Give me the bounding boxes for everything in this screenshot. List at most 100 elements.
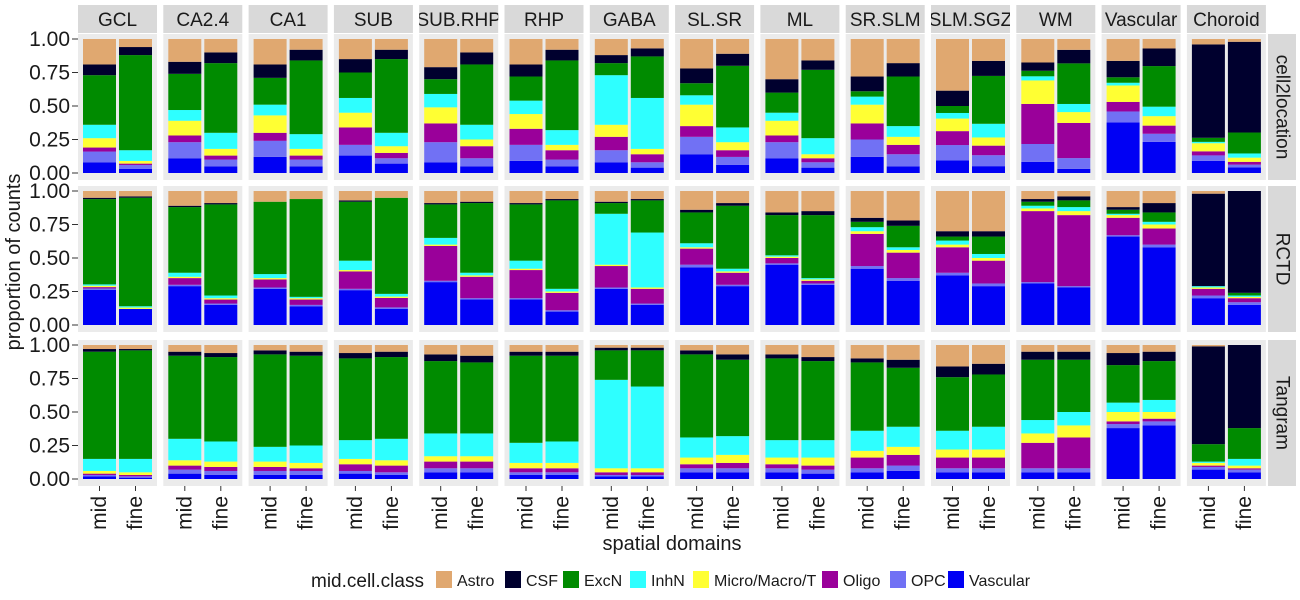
bar-segment-excn-rctd-ca1-mid — [253, 201, 287, 275]
bar-segment-micro-macro-t-cell2location-sub-mid — [338, 112, 372, 128]
bar-segment-csf-rctd-gcl-mid — [83, 197, 116, 200]
bar-segment-inhn-cell2location-wm-fine — [1057, 103, 1091, 113]
bar-segment-csf-cell2location-sr-slm-mid — [850, 76, 884, 92]
bar-segment-astro-cell2location-ml-mid — [765, 39, 799, 80]
bar-segment-micro-macro-t-rctd-ml-mid — [765, 256, 799, 258]
bar-segment-csf-cell2location-ca1-fine — [289, 49, 323, 61]
bar-segment-micro-macro-t-tangram-sr-slm-fine — [886, 446, 920, 455]
bar-segment-micro-macro-t-rctd-ca1-fine — [289, 298, 323, 300]
bar-segment-oligo-cell2location-gcl-fine — [119, 163, 152, 165]
bar-segment-inhn-cell2location-gcl-fine — [119, 150, 152, 161]
bar-segment-astro-rctd-gaba-mid — [594, 191, 628, 202]
legend-key-astro — [436, 571, 452, 588]
bar-segment-astro-rctd-sl-sr-mid — [680, 191, 714, 210]
bar-segment-oligo-cell2location-gaba-fine — [630, 154, 664, 163]
bar-segment-vascular-tangram-sub-fine — [374, 474, 408, 479]
strip-wm — [1016, 5, 1096, 33]
bar-segment-excn-rctd-rhp-mid — [509, 204, 543, 261]
bar-segment-oligo-rctd-vascular-mid — [1106, 217, 1140, 236]
bar-segment-opc-cell2location-slm-sgz-mid — [936, 145, 969, 161]
bar-segment-inhn-tangram-sl-sr-fine — [716, 436, 750, 455]
bar-segment-csf-cell2location-sub-fine — [374, 49, 408, 60]
bar-segment-astro-cell2location-sr-slm-fine — [886, 39, 920, 64]
bar-segment-astro-cell2location-sub-fine — [374, 39, 408, 50]
bar-segment-oligo-cell2location-choroid-fine — [1227, 161, 1261, 165]
bar-segment-excn-rctd-sub-fine — [374, 197, 408, 294]
bar-segment-oligo-rctd-choroid-fine — [1227, 298, 1261, 303]
bar-segment-vascular-rctd-wm-fine — [1057, 287, 1091, 325]
bar-segment-inhn-cell2location-sub-mid — [338, 97, 372, 113]
bar-segment-oligo-tangram-sr-slm-mid — [850, 457, 884, 469]
y-tick-label: 0.25 — [29, 129, 70, 152]
bar-segment-inhn-cell2location-gaba-mid — [594, 75, 628, 125]
bar-segment-excn-cell2location-ca2-4-mid — [168, 73, 202, 111]
bar-segment-oligo-rctd-slm-sgz-fine — [972, 260, 1005, 284]
bar-segment-excn-rctd-gaba-fine — [630, 200, 664, 233]
bar-segment-csf-cell2location-choroid-mid — [1191, 44, 1225, 138]
bar-segment-inhn-tangram-vascular-mid — [1106, 402, 1140, 412]
bar-segment-oligo-cell2location-ca1-fine — [289, 155, 323, 160]
bar-segment-inhn-tangram-slm-sgz-mid — [936, 430, 969, 450]
bar-segment-vascular-rctd-choroid-fine — [1227, 304, 1261, 325]
bar-segment-inhn-rctd-choroid-mid — [1191, 286, 1225, 288]
bar-segment-astro-tangram-ca2-4-fine — [204, 345, 238, 354]
bar-segment-excn-tangram-sub-fine — [374, 357, 408, 439]
bar-segment-oligo-tangram-wm-fine — [1057, 437, 1091, 469]
bar-segment-micro-macro-t-rctd-wm-fine — [1057, 211, 1091, 216]
bar-segment-vascular-tangram-sub-rhp-mid — [424, 472, 458, 479]
bar-segment-csf-tangram-ca1-fine — [289, 351, 323, 356]
bar-segment-micro-macro-t-cell2location-ca2-4-mid — [168, 120, 202, 136]
bar-segment-csf-tangram-wm-fine — [1057, 351, 1091, 360]
bar-segment-astro-tangram-slm-sgz-mid — [936, 345, 969, 367]
bar-segment-excn-rctd-ca1-fine — [289, 199, 323, 297]
bar-segment-micro-macro-t-cell2location-gcl-mid — [83, 138, 116, 148]
bar-segment-opc-cell2location-gaba-mid — [594, 150, 628, 163]
bar-segment-vascular-rctd-ml-fine — [801, 284, 835, 325]
bar-segment-inhn-tangram-wm-fine — [1057, 412, 1091, 426]
bar-segment-micro-macro-t-rctd-sub-rhp-mid — [424, 244, 458, 246]
bar-segment-oligo-rctd-sl-sr-fine — [716, 272, 750, 285]
bar-segment-vascular-cell2location-gcl-fine — [119, 168, 152, 173]
bar-segment-excn-cell2location-vascular-mid — [1106, 77, 1140, 83]
bar-segment-astro-tangram-gaba-fine — [630, 345, 664, 348]
bar-segment-excn-tangram-vascular-mid — [1106, 365, 1140, 403]
bar-segment-micro-macro-t-tangram-gcl-mid — [83, 470, 116, 474]
bar-segment-vascular-rctd-ml-mid — [765, 264, 799, 325]
bar-segment-vascular-rctd-sub-rhp-fine — [460, 299, 494, 325]
bar-segment-csf-rctd-gcl-fine — [119, 196, 152, 198]
bar-segment-inhn-rctd-vascular-mid — [1106, 213, 1140, 216]
bar-segment-csf-rctd-rhp-fine — [545, 199, 579, 201]
bar-segment-excn-tangram-ca1-mid — [253, 354, 287, 447]
bar-segment-micro-macro-t-tangram-sub-mid — [338, 458, 372, 465]
bar-segment-inhn-rctd-choroid-fine — [1227, 295, 1261, 297]
x-tick-label: fine — [977, 496, 1000, 530]
bar-segment-opc-rctd-vascular-fine — [1142, 244, 1176, 248]
bar-segment-vascular-cell2location-sl-sr-fine — [716, 164, 750, 173]
bar-segment-opc-rctd-sl-sr-fine — [716, 284, 750, 287]
bar-segment-vascular-rctd-sl-sr-mid — [680, 267, 714, 325]
bar-segment-opc-rctd-wm-fine — [1057, 286, 1091, 288]
bar-segment-astro-cell2location-vascular-mid — [1106, 39, 1140, 61]
bar-segment-oligo-cell2location-vascular-fine — [1142, 125, 1176, 134]
bar-segment-csf-rctd-wm-mid — [1021, 199, 1055, 202]
bar-segment-micro-macro-t-cell2location-ml-fine — [801, 154, 835, 159]
bar-segment-csf-cell2location-gaba-fine — [630, 48, 664, 57]
bar-segment-vascular-rctd-gaba-fine — [630, 304, 664, 325]
bar-segment-excn-rctd-ca2-4-fine — [204, 204, 238, 296]
bar-segment-inhn-tangram-sub-fine — [374, 438, 408, 461]
strip-sub-rhp — [419, 5, 499, 33]
bar-segment-oligo-rctd-wm-fine — [1057, 215, 1091, 287]
legend-title: mid.cell.class — [311, 571, 424, 592]
facet-strips: GCL CA2.4 CA1 SUB SUB.RHP RHP GABA SL.SR ML SR.SL… — [78, 5, 1296, 486]
bar-segment-oligo-rctd-wm-mid — [1021, 211, 1055, 283]
bar-segment-excn-cell2location-gcl-fine — [119, 55, 152, 151]
bar-segment-micro-macro-t-cell2location-gaba-fine — [630, 148, 664, 155]
bar-segment-astro-rctd-sub-rhp-mid — [424, 191, 458, 204]
bar-segment-inhn-tangram-rhp-mid — [509, 442, 543, 463]
bar-segment-excn-tangram-wm-fine — [1057, 359, 1091, 412]
bar-segment-vascular-rctd-sr-slm-mid — [850, 268, 884, 325]
strip-label-ca1: CA1 — [270, 10, 307, 31]
strip-sub — [333, 5, 413, 33]
bar-segment-vascular-cell2location-rhp-fine — [545, 166, 579, 173]
bar-segment-csf-cell2location-ca2-4-fine — [204, 52, 238, 64]
